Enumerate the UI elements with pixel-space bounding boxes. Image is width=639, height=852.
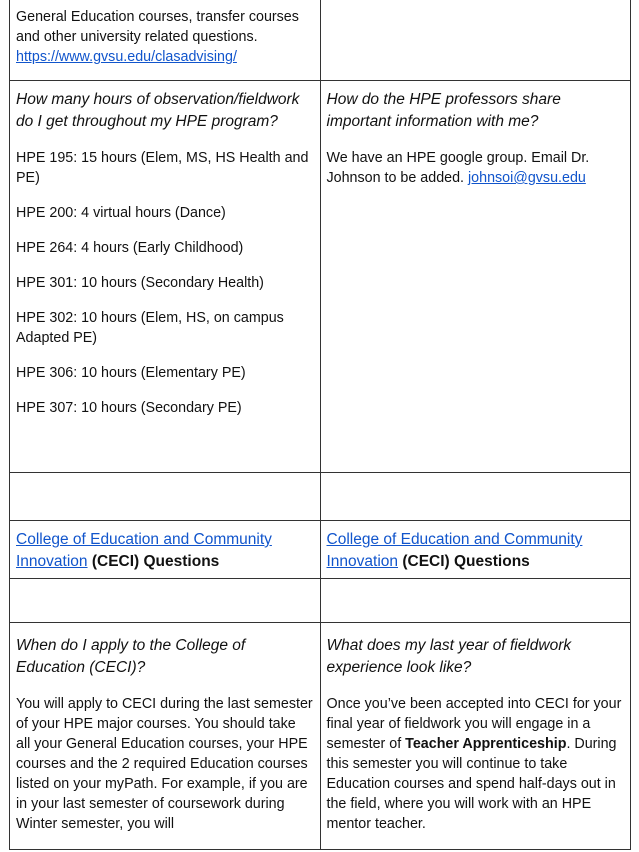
table-row: General Education courses, transfer cour… xyxy=(9,0,631,81)
question-share-info: How do the HPE professors share importan… xyxy=(326,91,561,130)
apply-ceci-answer: You will apply to CECI during the last s… xyxy=(16,696,313,832)
table-row xyxy=(9,472,631,521)
list-item: HPE 306: 10 hours (Elementary PE) xyxy=(16,365,246,381)
table-row: When do I apply to the College of Educat… xyxy=(9,622,631,850)
table-cell: What does my last year of fieldwork expe… xyxy=(319,622,631,850)
faq-table: General Education courses, transfer cour… xyxy=(9,0,631,850)
last-year-answer: Once you’ve been accepted into CECI for … xyxy=(326,696,622,752)
table-cell: How many hours of observation/fieldwork … xyxy=(9,80,321,473)
question-last-year: What does my last year of fieldwork expe… xyxy=(326,637,572,676)
list-item: HPE 307: 10 hours (Secondary PE) xyxy=(16,400,242,416)
last-year-answer-cont: . During this semester you will continue… xyxy=(326,736,617,832)
list-item: HPE 301: 10 hours (Secondary Health) xyxy=(16,275,264,291)
table-cell xyxy=(319,0,631,81)
table-cell: College of Education and Community Innov… xyxy=(319,520,631,579)
table-cell xyxy=(319,472,631,521)
ceci-link[interactable]: College of Education and Community Innov… xyxy=(326,531,583,570)
question-fieldwork-hours: How many hours of observation/fieldwork … xyxy=(16,91,300,130)
table-cell: College of Education and Community Innov… xyxy=(9,520,321,579)
email-link[interactable]: johnsoi@gvsu.edu xyxy=(468,170,586,186)
table-cell xyxy=(9,578,321,623)
table-row: College of Education and Community Innov… xyxy=(9,520,631,579)
clas-advising-link[interactable]: https://www.gvsu.edu/clasadvising/ xyxy=(16,49,237,65)
table-row xyxy=(9,578,631,623)
list-item: HPE 302: 10 hours (Elem, HS, on campus A… xyxy=(16,310,284,346)
list-item: HPE 200: 4 virtual hours (Dance) xyxy=(16,205,226,221)
table-cell: How do the HPE professors share importan… xyxy=(319,80,631,473)
ceci-questions-heading: (CECI) Questions xyxy=(398,553,530,570)
table-row: How many hours of observation/fieldwork … xyxy=(9,80,631,473)
question-apply-ceci: When do I apply to the College of Educat… xyxy=(16,637,246,676)
list-item: HPE 195: 15 hours (Elem, MS, HS Health a… xyxy=(16,150,309,186)
table-cell: General Education courses, transfer cour… xyxy=(9,0,321,81)
table-cell xyxy=(319,578,631,623)
google-group-text: We have an HPE google group. Email Dr. J… xyxy=(326,150,590,186)
table-cell: When do I apply to the College of Educat… xyxy=(9,622,321,850)
advising-text: General Education courses, transfer cour… xyxy=(16,9,299,45)
ceci-link[interactable]: College of Education and Community Innov… xyxy=(16,531,272,570)
ceci-questions-heading: (CECI) Questions xyxy=(87,553,220,570)
teacher-apprenticeship: Teacher Apprenticeship xyxy=(405,736,567,752)
table-cell xyxy=(9,472,321,521)
list-item: HPE 264: 4 hours (Early Childhood) xyxy=(16,240,244,256)
